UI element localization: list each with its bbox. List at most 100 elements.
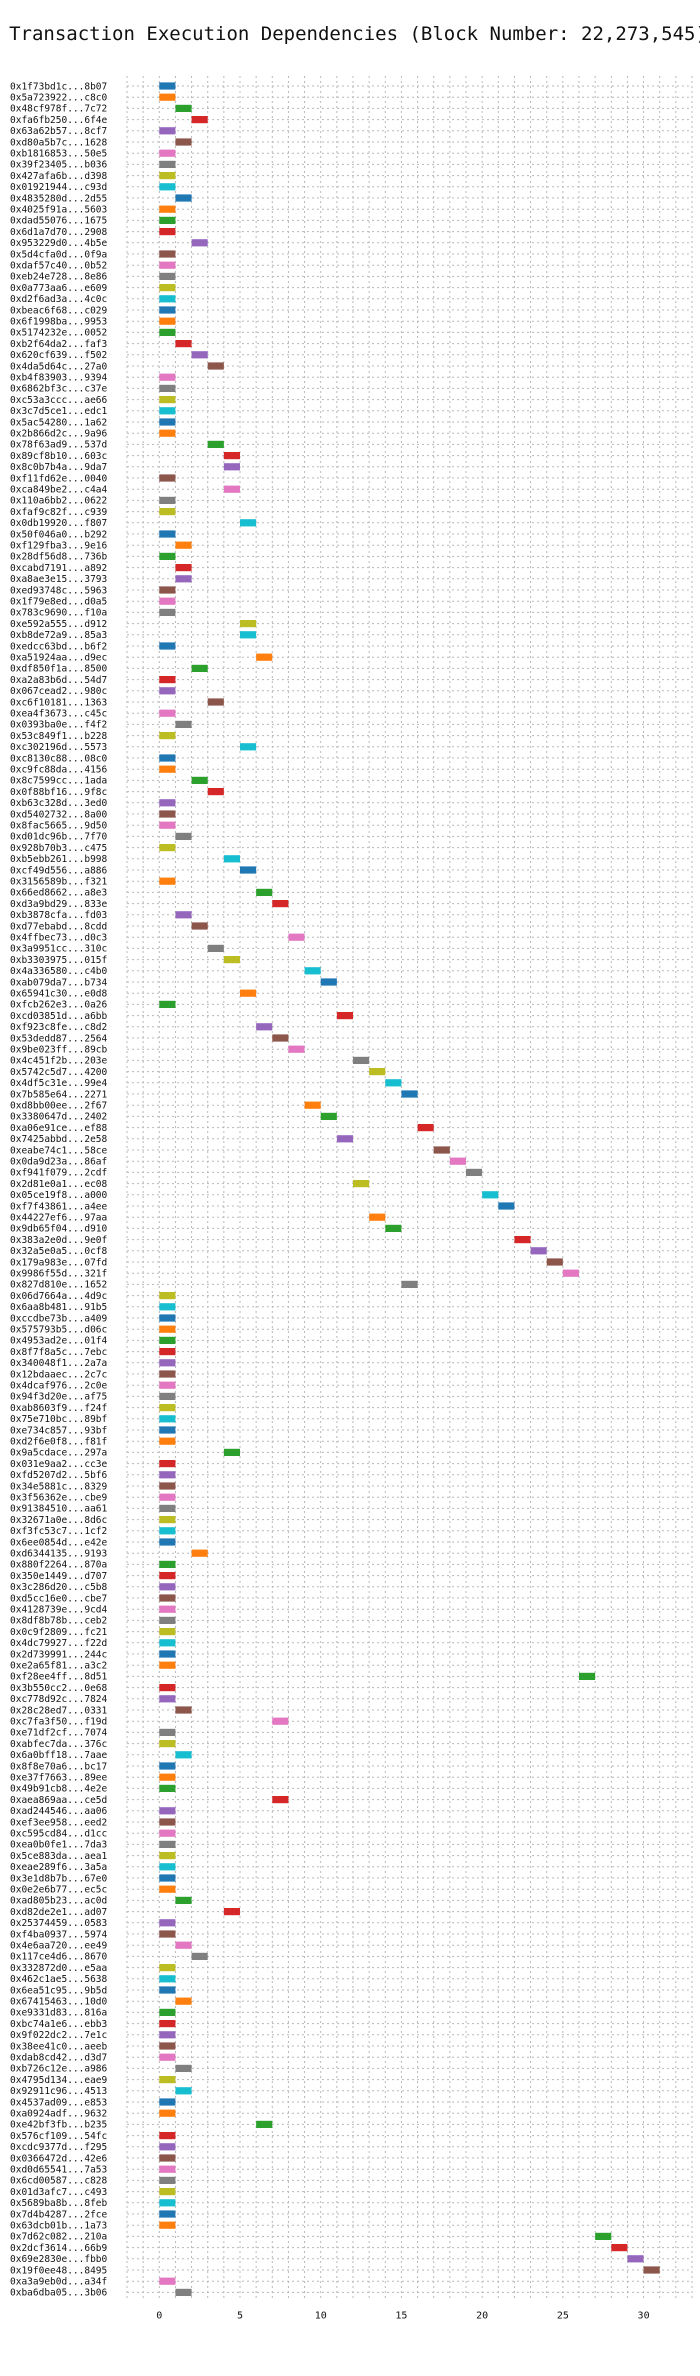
y-tick-label: 0x89cf8b10...603c [10,451,107,462]
y-tick-label: 0x0a773aa6...e609 [10,283,108,294]
transaction-bar [159,2098,176,2106]
transaction-bar [191,664,208,672]
transaction-bar [159,844,176,852]
y-tick-label: 0xed93748c...5963 [10,585,107,596]
transaction-bar [159,676,176,684]
transaction-bar [159,328,176,336]
y-tick-labels: 0x1f73bd1c...8b070x5a723922...c8c00x48cf… [10,81,108,2298]
transaction-bar [159,530,176,538]
transaction-bar [159,284,176,292]
transaction-bar [159,2199,176,2207]
y-tick-label: 0xbeac6f68...c029 [10,305,108,316]
transaction-bar [482,1191,499,1199]
transaction-bar [159,2109,176,2117]
transaction-bar [369,1213,386,1221]
transaction-bar [159,418,176,426]
transaction-bar [498,1202,515,1210]
transaction-bar [159,2076,176,2084]
y-tick-label: 0xe734c857...93bf [10,1425,107,1436]
transaction-bar [159,1404,176,1412]
transaction-bar [207,362,224,370]
transaction-bar [240,631,257,639]
y-tick-label: 0xf4ba0937...5974 [10,1929,108,1940]
y-tick-label: 0xe42bf3fb...b235 [10,2120,107,2131]
y-tick-label: 0x6862bf3c...c37e [10,384,108,395]
transaction-bar [159,552,176,560]
transaction-bar [223,956,240,964]
y-tick-label: 0x9986f55d...321f [10,1269,107,1280]
y-tick-label: 0x9f022dc2...7e1c [10,2030,107,2041]
y-tick-label: 0x5742c5d7...4200 [10,1067,108,1078]
y-tick-label: 0x7d4b4287...2fce [10,2209,108,2220]
transaction-bar [546,1258,563,1266]
y-tick-label: 0x6cd00587...c828 [10,2176,108,2187]
transaction-bar [272,900,289,908]
transaction-bar [304,967,321,975]
y-tick-label: 0x94f3d20e...af75 [10,1392,107,1403]
transaction-bar [159,1919,176,1927]
transaction-bar [175,340,192,348]
bars [159,82,660,2296]
transaction-bar [240,866,257,874]
y-tick-label: 0xb63c328d...3ed0 [10,798,108,809]
transaction-bar [223,1908,240,1916]
y-tick-label: 0xf28ee4ff...8d51 [10,1672,108,1683]
y-tick-label: 0xd5cc16e0...cbe7 [10,1593,107,1604]
y-tick-label: 0x4835280d...2d55 [10,193,107,204]
transaction-bar [449,1157,466,1165]
transaction-bar [159,1784,176,1792]
transaction-bar [159,407,176,415]
transaction-bar [288,933,305,941]
y-tick-label: 0x350e1449...d707 [10,1571,107,1582]
x-tick-label: 5 [237,2310,243,2321]
y-tick-label: 0x928b70b3...c475 [10,843,107,854]
transaction-bar [191,1549,208,1557]
transaction-bar [159,821,176,829]
transaction-bar [159,1314,176,1322]
y-tick-label: 0x9db65f04...d910 [10,1224,108,1235]
y-tick-label: 0x12bdaaec...2c7c [10,1369,107,1380]
transaction-bar [159,1650,176,1658]
transaction-bar [159,877,176,885]
transaction-bar [175,1706,192,1714]
transaction-bar [175,911,192,919]
transaction-bar [223,485,240,493]
transaction-bar [240,743,257,751]
transaction-bar [159,2053,176,2061]
y-tick-label: 0x32671a0e...8d6c [10,1515,107,1526]
y-tick-label: 0x4795d134...eae9 [10,2075,108,2086]
y-tick-label: 0x3f56362e...cbe9 [10,1493,108,1504]
y-tick-label: 0xeb24e728...8e86 [10,272,108,283]
y-tick-label: 0x7d62c082...210a [10,2232,107,2243]
transaction-bar [207,944,224,952]
y-tick-label: 0x8c7599cc...1ada [10,776,107,787]
y-tick-label: 0xcf49d556...a886 [10,865,108,876]
y-tick-label: 0xd5402732...8a00 [10,809,108,820]
x-tick-label: 20 [476,2310,488,2321]
transaction-bar [320,1112,337,1120]
y-tick-label: 0x25374459...0583 [10,1918,107,1929]
transaction-bar [159,1818,176,1826]
y-tick-label: 0xe2a65f81...a3c2 [10,1661,107,1672]
y-tick-label: 0x5174232e...0052 [10,328,107,339]
y-tick-label: 0x78f63ad9...537d [10,440,107,451]
y-tick-label: 0x7b585e64...2271 [10,1089,108,1100]
y-tick-label: 0x06d7664a...4d9c [10,1291,107,1302]
transaction-bar [159,1359,176,1367]
y-tick-label: 0x39f23405...b036 [10,160,108,171]
transaction-bar [159,2154,176,2162]
y-tick-label: 0x6f1998ba...9953 [10,317,107,328]
transaction-bar [159,1874,176,1882]
transaction-bar [159,1829,176,1837]
y-tick-label: 0xef3ee958...eed2 [10,1817,107,1828]
y-tick-label: 0xa8ae3e15...3793 [10,574,107,585]
transaction-bar [159,586,176,594]
transaction-bar [207,440,224,448]
transaction-bar [159,261,176,269]
transaction-bar [336,1012,353,1020]
y-tick-label: 0x32a5e0a5...0cf8 [10,1246,108,1257]
transaction-bar [159,1415,176,1423]
transaction-bar [175,2064,192,2072]
transaction-bar [530,1247,547,1255]
transaction-bar [159,1773,176,1781]
